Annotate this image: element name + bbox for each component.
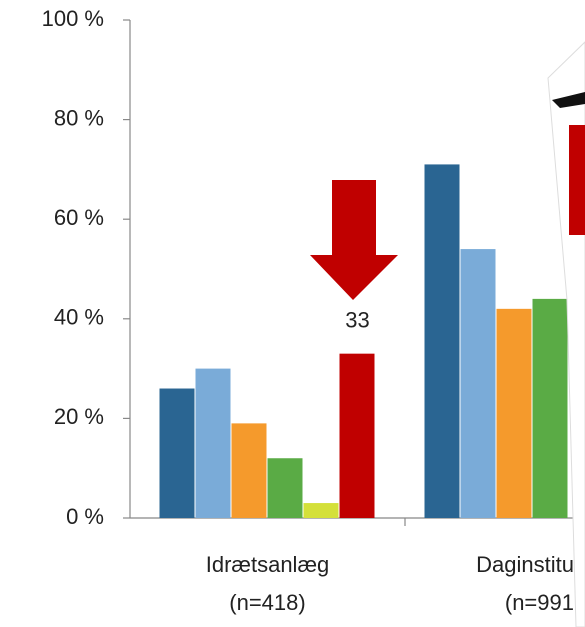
y-tick-label: 20 % bbox=[54, 404, 104, 429]
bar bbox=[195, 368, 231, 518]
bar bbox=[159, 388, 195, 518]
bar bbox=[424, 164, 460, 519]
data-label: 33 bbox=[345, 307, 369, 332]
paper-graphic bbox=[552, 92, 585, 108]
bar bbox=[532, 298, 568, 518]
arrow bbox=[310, 180, 398, 300]
x-tick-label: Daginstitu bbox=[476, 552, 574, 577]
paper-graphic bbox=[569, 125, 585, 235]
bar bbox=[231, 423, 267, 518]
y-tick-label: 40 % bbox=[54, 305, 104, 330]
bar bbox=[339, 353, 375, 518]
x-tick-label: (n=991 bbox=[505, 590, 574, 615]
y-tick-label: 80 % bbox=[54, 105, 104, 130]
labels: 0 % 20 % 40 % 60 % 80 % 100 % Idrætsanlæg (n=41… bbox=[42, 6, 574, 615]
y-tick-label: 100 % bbox=[42, 6, 104, 31]
x-tick-label: Idrætsanlæg bbox=[206, 552, 330, 577]
bar bbox=[303, 503, 339, 518]
y-tick-label: 60 % bbox=[54, 205, 104, 230]
bar bbox=[267, 458, 303, 518]
x-tick-label: (n=418) bbox=[229, 590, 305, 615]
plot bbox=[123, 19, 568, 526]
bar bbox=[460, 249, 496, 518]
bar bbox=[496, 308, 532, 518]
y-tick-label: 0 % bbox=[66, 504, 104, 529]
